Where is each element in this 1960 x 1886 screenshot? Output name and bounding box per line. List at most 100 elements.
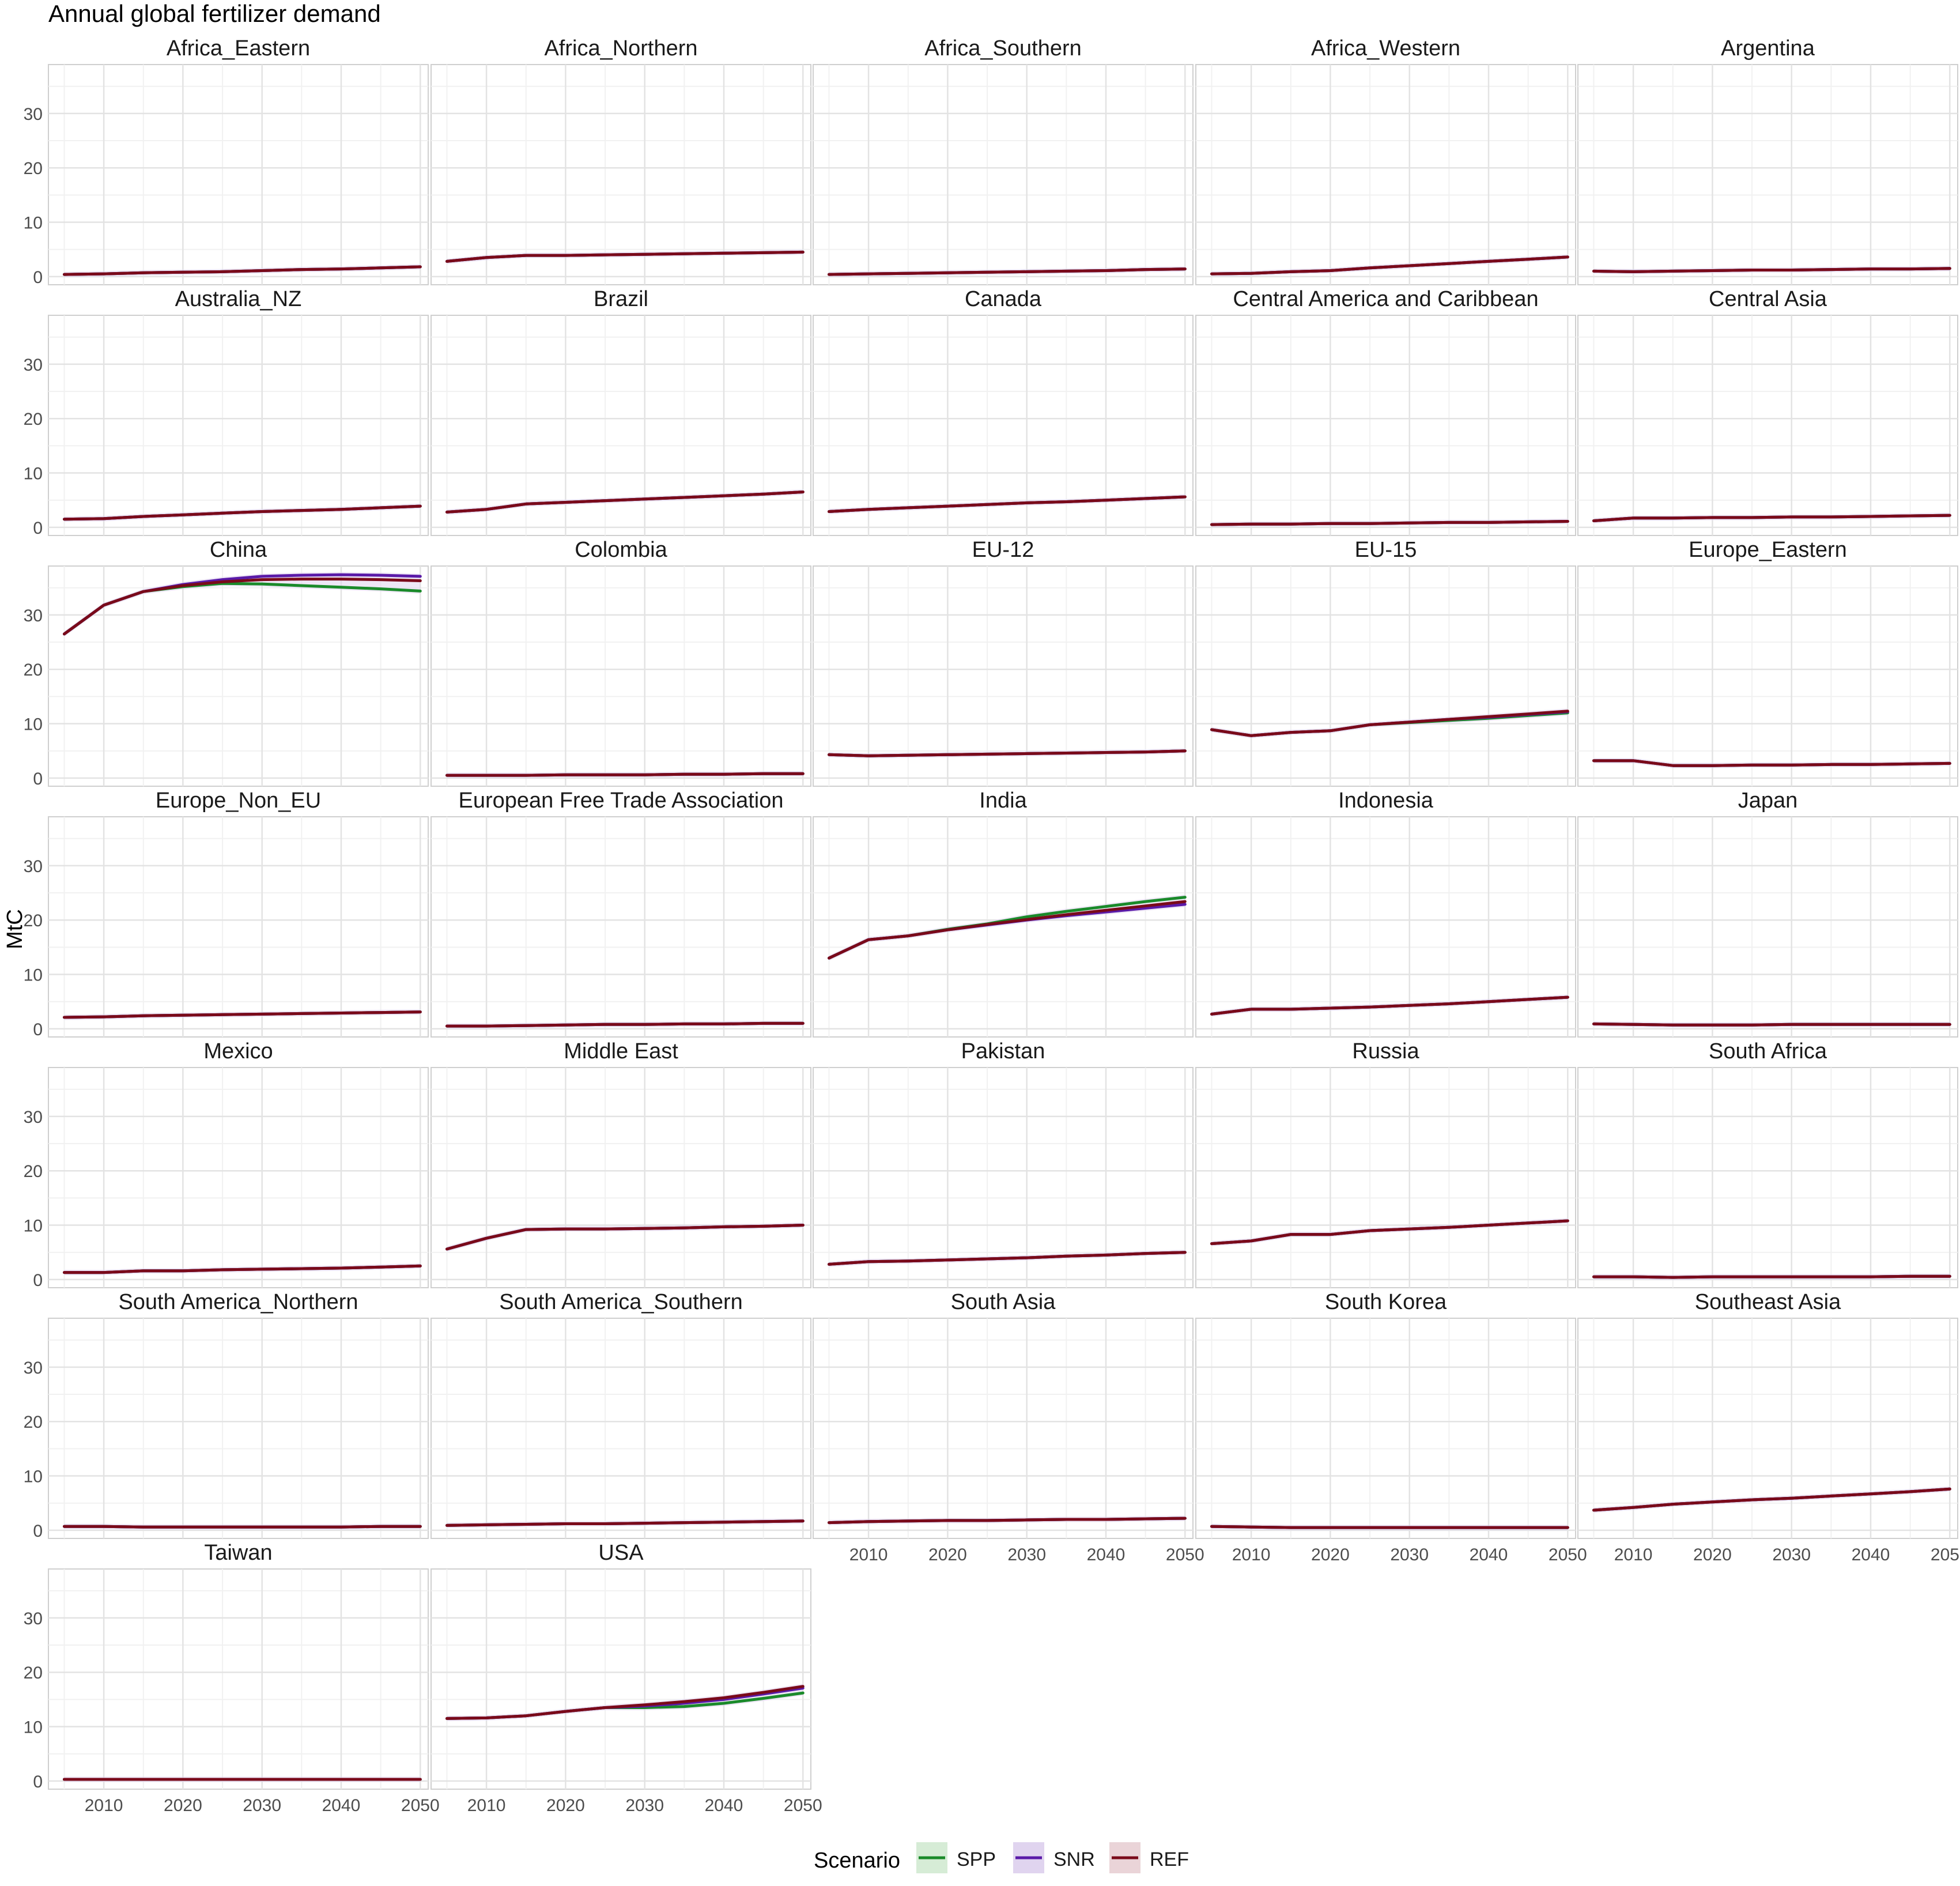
panel-title: European Free Trade Association [458,789,783,813]
panel-title: India [979,789,1027,813]
series-line-ref [1210,255,1569,276]
panel-frame [48,565,429,787]
y-tick-label: 30 [24,1108,43,1127]
x-tick-label: 2020 [1311,1545,1350,1564]
x-tick-label: 2050 [1931,1545,1960,1564]
x-tick-label: 2040 [705,1796,743,1815]
panel-title: Japan [1738,789,1798,813]
series-line-ref [1592,267,1951,273]
panel-title: Africa_Western [1311,36,1460,61]
panel-title: EU-15 [1355,538,1417,562]
series-line-ref [63,1525,422,1529]
x-tick-label: 2030 [1390,1545,1429,1564]
series-line-ref [63,578,422,636]
panel-title: Pakistan [961,1039,1045,1063]
x-tick-label: 2010 [1614,1545,1653,1564]
x-tick-label: 2020 [1693,1545,1732,1564]
x-tick-label: 2010 [1232,1545,1271,1564]
panel-frame [48,315,429,536]
y-tick-label: 0 [33,1020,43,1039]
y-tick-label: 20 [24,159,43,178]
y-tick-label: 0 [33,1772,43,1791]
y-tick-label: 10 [24,1468,43,1487]
legend-item-spp: SPP [916,1842,996,1873]
panel-frame [48,1067,429,1288]
series-line-ref [63,504,422,521]
x-tick-label: 2050 [401,1796,440,1815]
y-tick-label: 20 [24,911,43,930]
y-tick-label: 30 [24,356,43,375]
series-line-ref [1592,759,1951,767]
panel-middle-east: Middle East [430,1039,811,1288]
x-tick-label: 2050 [784,1796,822,1815]
panel-frame [430,565,811,787]
panel-frame [1195,1067,1576,1288]
panel-title: Europe_Non_EU [156,789,321,813]
y-tick-label: 10 [24,465,43,484]
y-tick-label: 10 [24,214,43,233]
panel-canada: Canada [813,287,1194,536]
panel-brazil: Brazil [430,287,811,536]
x-tick-label: 2020 [546,1796,585,1815]
y-tick-label: 20 [24,410,43,429]
legend-item-snr: SNR [1013,1842,1095,1873]
panel-frame [48,64,429,285]
panel-title: South Korea [1325,1290,1447,1314]
y-tick-label: 0 [33,519,43,538]
series-line-ref [1210,1525,1569,1529]
y-tick-label: 20 [24,1162,43,1181]
panel-central-asia: Central Asia [1577,287,1958,536]
panel-frame [430,64,811,285]
panel-frame [48,1568,429,1790]
panel-frame [1195,64,1576,285]
panel-title: Central America and Caribbean [1233,287,1538,311]
panel-title: Colombia [575,538,667,562]
panel-pakistan: Pakistan [813,1039,1194,1288]
series-line-ref [828,267,1187,276]
series-line-ref [445,1224,805,1251]
panel-indonesia: Indonesia [1195,789,1576,1038]
y-tick-label: 30 [24,606,43,625]
series-line-ref [1592,1274,1951,1279]
panel-japan: Japan [1577,789,1958,1038]
panel-frame [430,1318,811,1539]
panel-frame [1577,816,1958,1038]
panel-central-america-and-caribbean: Central America and Caribbean [1195,287,1576,536]
y-tick-label: 30 [24,105,43,124]
series-line-ref [445,250,805,263]
panel-south-africa: South Africa [1577,1039,1958,1288]
panel-europe-eastern: Europe_Eastern [1577,538,1958,787]
panel-frame [430,1568,811,1790]
series-line-ref [828,749,1187,757]
legend-label: SPP [957,1849,996,1870]
y-tick-label: 0 [33,770,43,789]
panel-africa-western: Africa_Western [1195,36,1576,285]
series-line-ref [445,1519,805,1527]
series-line-ref [1210,710,1569,737]
series-line-ref [63,1010,422,1019]
series-line-ref [445,772,805,777]
y-tick-label: 0 [33,268,43,287]
x-tick-label: 2050 [1549,1545,1587,1564]
x-tick-label: 2030 [243,1796,281,1815]
series-line-ref [63,265,422,276]
panel-title: Middle East [564,1039,678,1063]
chart-title: Annual global fertilizer demand [48,0,381,27]
panel-eu-15: EU-15 [1195,538,1576,787]
x-tick-label: 2030 [1772,1545,1811,1564]
series-line-ref [1210,1219,1569,1246]
panel-frame [1577,315,1958,536]
panel-frame [1577,64,1958,285]
y-tick-label: 30 [24,1609,43,1628]
panel-usa: USA 2010 2020 2030 2040 2050 [430,1541,822,1815]
legend-item-ref: REF [1109,1842,1189,1873]
x-tick-label: 2010 [849,1545,888,1564]
panel-colombia: Colombia [430,538,811,787]
panel-frame [813,64,1194,285]
panel-title: Brazil [594,287,648,311]
panel-frame [813,1318,1194,1539]
x-tick-label: 2050 [1166,1545,1204,1564]
panel-title: USA [598,1541,644,1565]
y-tick-label: 30 [24,1359,43,1378]
panel-frame [48,816,429,1038]
